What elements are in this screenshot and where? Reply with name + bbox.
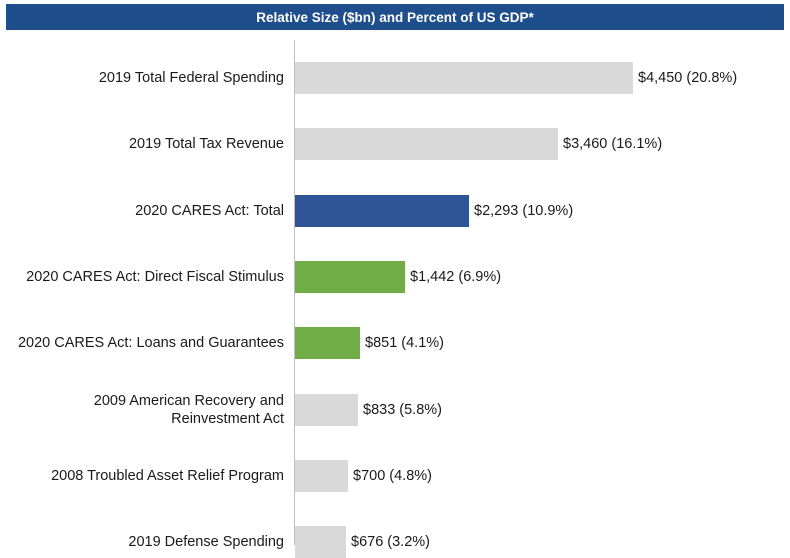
chart-title: Relative Size ($bn) and Percent of US GD…: [6, 4, 784, 30]
data-label: $4,450 (20.8%): [638, 70, 738, 86]
bar: [295, 62, 633, 94]
data-label: $700 (4.8%): [353, 468, 432, 484]
bar: [295, 327, 360, 359]
bar: [295, 394, 358, 426]
data-label: $833 (5.8%): [363, 402, 442, 418]
bar: [295, 460, 348, 492]
data-label: $3,460 (16.1%): [563, 136, 663, 152]
bar: [295, 128, 558, 160]
category-label: 2020 CARES Act: Total: [135, 203, 284, 219]
category-label: 2019 Total Tax Revenue: [128, 136, 284, 152]
data-label: $1,442 (6.9%): [410, 269, 502, 285]
category-label: 2019 Total Federal Spending: [98, 70, 284, 86]
data-label: $851 (4.1%): [365, 335, 444, 351]
bar: [295, 195, 469, 227]
data-label: $676 (3.2%): [351, 534, 430, 550]
bar: [295, 526, 346, 558]
category-label: 2020 CARES Act: Direct Fiscal Stimulus: [26, 269, 284, 285]
category-label: 2020 CARES Act: Loans and Guarantees: [17, 335, 284, 351]
data-label: $2,293 (10.9%): [474, 203, 574, 219]
category-label: 2009 American Recovery and Reinvestment …: [93, 393, 284, 427]
category-label: 2019 Defense Spending: [128, 534, 284, 550]
bar: [295, 261, 405, 293]
category-axis-line: [294, 40, 295, 545]
category-label: 2008 Troubled Asset Relief Program: [51, 468, 284, 484]
